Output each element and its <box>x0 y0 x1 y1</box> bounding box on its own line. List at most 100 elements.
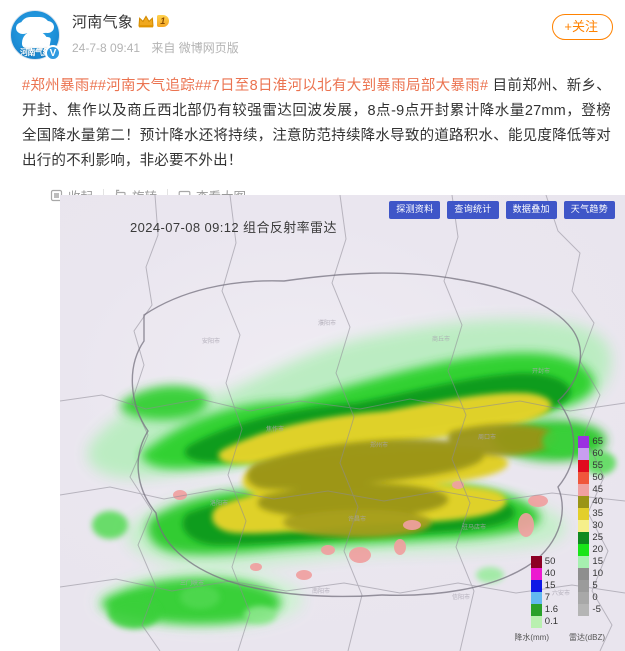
post-timestamp: 24-7-8 09:41 <box>72 41 141 55</box>
post-content: #郑州暴雨##河南天气追踪##7日至8日淮河以北有大到暴雨局部大暴雨# 目前郑州… <box>22 74 611 174</box>
radar-legend-swatch <box>578 604 590 616</box>
radar-legend-scale: 65 60 55 50 45 40 35 30 25 20 15 10 5 0 -5 <box>578 436 603 616</box>
precip-legend-row: 15 <box>530 580 558 592</box>
svg-text:濮阳市: 濮阳市 <box>318 319 336 327</box>
radar-legend-swatch <box>578 568 590 580</box>
map-button-group: 探测资料 查询统计 数据叠加 天气趋势 <box>389 201 615 219</box>
radar-legend-label: 30 <box>592 520 603 531</box>
radar-legend-row: -5 <box>578 604 603 616</box>
radar-legend-swatch <box>578 436 590 448</box>
radar-legend-label: 65 <box>592 436 603 447</box>
svg-text:商丘市: 商丘市 <box>432 335 450 343</box>
precip-legend-swatch <box>530 616 542 628</box>
post-source[interactable]: 微博网页版 <box>178 41 239 55</box>
radar-legend-label: 15 <box>592 556 603 567</box>
radar-legend-row: 60 <box>578 448 603 460</box>
post-meta-row: 24-7-8 09:41 来自 微博网页版 <box>72 39 613 56</box>
svg-text:三门峡市: 三门峡市 <box>180 579 204 587</box>
precip-legend-swatch <box>530 604 542 616</box>
precip-legend-swatch <box>530 568 542 580</box>
svg-text:驻马店市: 驻马店市 <box>462 523 486 531</box>
avatar[interactable]: 河南气象 V <box>10 10 61 61</box>
radar-legend-label: 55 <box>592 460 603 471</box>
svg-text:焦作市: 焦作市 <box>266 425 284 433</box>
radar-legend-swatch <box>578 556 590 568</box>
radar-legend-swatch <box>578 544 590 556</box>
radar-echo-layer <box>87 319 616 629</box>
radar-legend: 65 60 55 50 45 40 35 30 25 20 15 10 5 0 -5 <box>578 436 603 616</box>
radar-legend-row: 0 <box>578 592 603 604</box>
radar-legend-swatch <box>578 484 590 496</box>
precip-legend-row: 0.1 <box>530 616 558 628</box>
map-button-weather-trend[interactable]: 天气趋势 <box>563 201 615 219</box>
radar-legend-label: 35 <box>592 508 603 519</box>
radar-legend-label: 50 <box>592 472 603 483</box>
precip-legend-row: 7 <box>530 592 558 604</box>
radar-legend-row: 55 <box>578 460 603 472</box>
radar-legend-swatch <box>578 532 590 544</box>
radar-legend-label: 25 <box>592 532 603 543</box>
precip-legend-label: 0.1 <box>544 616 558 627</box>
radar-legend-swatch <box>578 592 590 604</box>
svg-text:南阳市: 南阳市 <box>312 587 330 595</box>
radar-legend-swatch <box>578 508 590 520</box>
svg-text:安阳市: 安阳市 <box>202 337 220 345</box>
verified-badge-icon: V <box>45 45 61 61</box>
level-badge: 1 <box>157 15 170 27</box>
precip-legend-label: 7 <box>544 592 551 603</box>
precip-legend-swatch <box>530 580 542 592</box>
account-meta: 河南气象 1 24-7-8 09:41 来自 微博网页版 <box>72 10 613 56</box>
precip-legend-scale: 50 40 15 7 1.6 0.1 <box>530 556 558 628</box>
radar-legend-row: 40 <box>578 496 603 508</box>
radar-legend-label: 0 <box>592 592 598 603</box>
avatar-image: 河南气象 <box>10 10 60 60</box>
svg-text:信阳市: 信阳市 <box>452 593 470 601</box>
crown-icon <box>138 14 154 28</box>
svg-text:许昌市: 许昌市 <box>348 515 366 523</box>
elephant-leg-icon <box>25 40 32 49</box>
cloud-icon <box>16 17 54 34</box>
radar-legend-row: 20 <box>578 544 603 556</box>
topic-link-1[interactable]: #郑州暴雨# <box>22 78 98 94</box>
radar-legend-label: 10 <box>592 568 603 579</box>
radar-legend-swatch <box>578 472 590 484</box>
radar-legend-label: 5 <box>592 580 598 591</box>
radar-legend-row: 65 <box>578 436 603 448</box>
precip-legend-swatch <box>530 592 542 604</box>
precip-legend-label: 50 <box>544 556 556 567</box>
radar-legend-row: 35 <box>578 508 603 520</box>
precip-legend-row: 50 <box>530 556 558 568</box>
radar-legend-row: 50 <box>578 472 603 484</box>
svg-text:周口市: 周口市 <box>478 433 496 441</box>
radar-legend-row: 30 <box>578 520 603 532</box>
post-header: 河南气象 V 河南气象 1 24-7-8 09:41 来自 微博网页版 <box>0 0 625 68</box>
avatar-label: 河南气象 <box>20 48 51 57</box>
account-name[interactable]: 河南气象 <box>72 13 134 31</box>
precip-legend: 50 40 15 7 1.6 0.1 <box>530 556 558 628</box>
svg-text:开封市: 开封市 <box>532 367 550 375</box>
map-button-detection-data[interactable]: 探测资料 <box>389 201 441 219</box>
radar-legend-row: 25 <box>578 532 603 544</box>
follow-button[interactable]: +关注 <box>552 14 613 40</box>
account-name-row: 河南气象 1 <box>72 10 613 32</box>
map-button-query-stats[interactable]: 查询统计 <box>447 201 499 219</box>
radar-legend-swatch <box>578 580 590 592</box>
radar-legend-row: 10 <box>578 568 603 580</box>
radar-legend-swatch <box>578 448 590 460</box>
precip-legend-label: 1.6 <box>544 604 558 615</box>
radar-legend-label: 45 <box>592 484 603 495</box>
radar-legend-swatch <box>578 460 590 472</box>
radar-legend-swatch <box>578 520 590 532</box>
topic-link-2[interactable]: #河南天气追踪# <box>97 78 204 94</box>
map-button-data-overlay[interactable]: 数据叠加 <box>505 201 557 219</box>
radar-legend-label: -5 <box>592 604 601 615</box>
post-source-prefix: 来自 <box>151 41 176 55</box>
precip-legend-swatch <box>530 556 542 568</box>
map-boundary-layer: 安阳市 濮阳市 商丘市 开封市 焦作市 郑州市 周口市 洛阳市 许昌市 驻马店市… <box>60 195 625 651</box>
radar-legend-caption: 雷达(dBZ) <box>569 633 605 642</box>
radar-legend-swatch <box>578 496 590 508</box>
precip-legend-row: 1.6 <box>530 604 558 616</box>
topic-link-3[interactable]: #7日至8日淮河以北有大到暴雨局部大暴雨# <box>203 78 489 94</box>
precip-legend-label: 15 <box>544 580 556 591</box>
